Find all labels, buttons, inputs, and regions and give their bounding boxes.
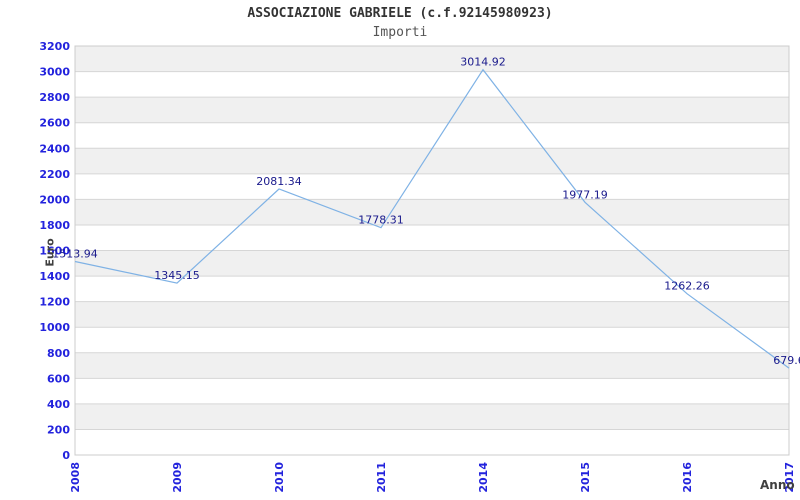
y-tick-label: 1400 xyxy=(39,270,70,283)
x-tick-label: 2008 xyxy=(69,462,82,493)
x-tick-label: 2010 xyxy=(273,462,286,493)
plot-band xyxy=(75,199,789,225)
plot-band xyxy=(75,250,789,277)
y-tick-label: 2800 xyxy=(39,91,70,104)
point-value-label: 1513.94 xyxy=(52,247,98,260)
y-tick-label: 0 xyxy=(62,449,70,462)
y-tick-label: 1000 xyxy=(39,321,70,334)
y-tick-label: 1200 xyxy=(39,296,70,309)
y-tick-label: 2200 xyxy=(39,168,70,181)
point-value-label: 1977.19 xyxy=(562,188,608,201)
plot-band xyxy=(75,148,789,174)
x-axis-label: Anno xyxy=(760,478,795,492)
point-value-label: 679.6 xyxy=(773,354,800,367)
y-tick-label: 400 xyxy=(47,398,70,411)
y-tick-label: 600 xyxy=(47,372,70,385)
x-tick-label: 2017 xyxy=(783,462,796,493)
x-tick-label: 2015 xyxy=(579,462,592,493)
plot-band xyxy=(75,46,789,72)
y-tick-label: 1600 xyxy=(39,245,70,258)
point-value-label: 1262.26 xyxy=(664,280,710,293)
data-line xyxy=(74,68,790,369)
y-tick-label: 2000 xyxy=(39,193,70,206)
y-tick-label: 3000 xyxy=(39,66,70,79)
chart-subtitle: Importi xyxy=(372,25,428,40)
x-tick-label: 2011 xyxy=(375,462,388,493)
y-axis-label: Euro xyxy=(43,238,57,267)
plot-band xyxy=(75,301,789,328)
y-tick-label: 3200 xyxy=(39,40,70,53)
y-tick-label: 1800 xyxy=(39,219,70,232)
point-value-label: 1778.31 xyxy=(358,214,404,227)
x-tick-label: 2016 xyxy=(681,462,694,493)
x-tick-label: 2009 xyxy=(171,462,184,493)
plot-band xyxy=(75,352,789,379)
y-tick-label: 200 xyxy=(47,423,70,436)
y-tick-label: 2600 xyxy=(39,117,70,130)
x-tick-label: 2014 xyxy=(477,462,490,493)
plot-band xyxy=(75,403,789,430)
y-tick-label: 2400 xyxy=(39,142,70,155)
point-value-label: 2081.34 xyxy=(256,175,302,188)
point-value-label: 3014.92 xyxy=(460,56,506,69)
plot-border xyxy=(74,45,790,456)
chart-title: ASSOCIAZIONE GABRIELE (c.f.92145980923) xyxy=(247,6,553,21)
y-tick-label: 800 xyxy=(47,347,70,360)
point-value-label: 1345.15 xyxy=(154,269,200,282)
plot-band xyxy=(75,97,789,123)
